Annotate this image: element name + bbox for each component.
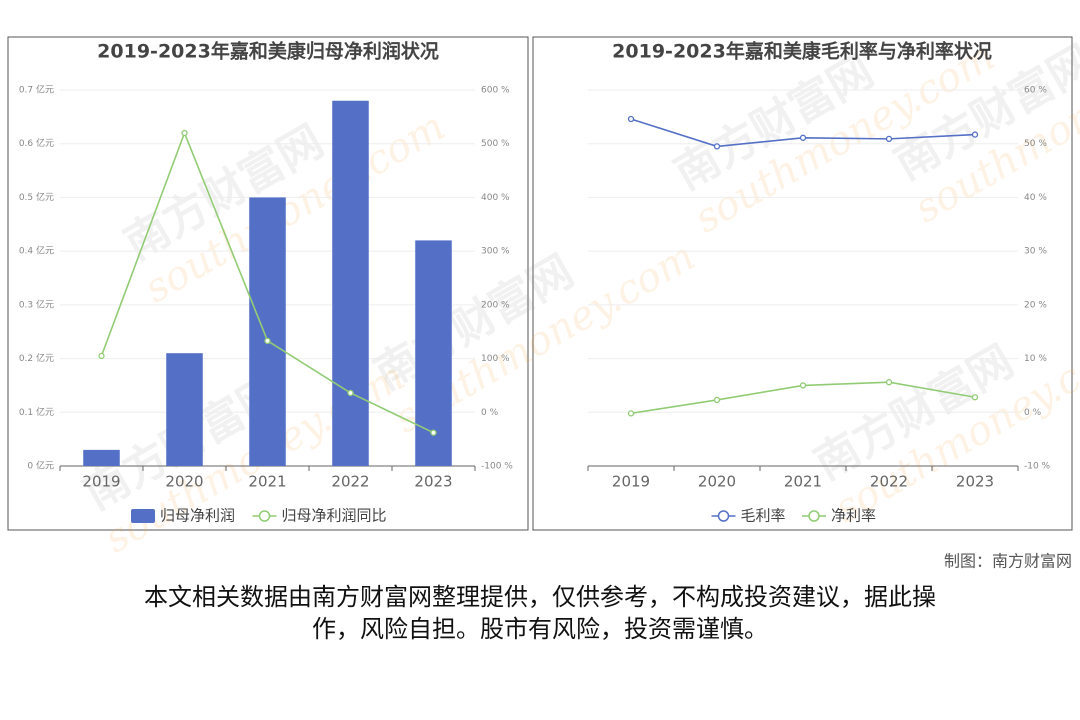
y-tick-label: 0.4 亿元 [19, 245, 54, 257]
x-tick-label: 2022 [331, 473, 369, 491]
point [98, 352, 105, 360]
y-tick-label: 50 % [1024, 139, 1047, 149]
point [799, 134, 807, 141]
y-tick-label: 20 % [1024, 300, 1047, 310]
panel-border [7, 36, 529, 531]
x-tick-label: 2020 [698, 473, 736, 491]
y-tick-label: 100 % [481, 354, 510, 364]
bar [83, 449, 120, 466]
legend-swatch [258, 510, 271, 522]
x-tick-label: 2021 [248, 473, 286, 491]
point [264, 337, 271, 344]
bar [332, 100, 369, 466]
x-tick-label: 2020 [165, 473, 203, 491]
x-tick-label: 2021 [784, 473, 822, 491]
point [713, 396, 721, 404]
bar [166, 353, 203, 466]
bar [415, 240, 452, 466]
x-tick-label: 2023 [956, 473, 994, 491]
legend-label: 归母净利润同比 [282, 507, 387, 525]
legend-label: 净利率 [831, 507, 876, 525]
legend-label: 毛利率 [741, 507, 786, 525]
bar [249, 197, 286, 466]
point [713, 143, 721, 150]
y-tick-label: 60 % [1024, 86, 1047, 96]
y-tick-label: -100 % [481, 462, 513, 472]
chart-title: 2019-2023年嘉和美康归母净利润状况 [97, 40, 439, 63]
source: 制图：南方财富网 [944, 552, 1072, 571]
y-tick-label: 400 % [481, 193, 510, 203]
legend-label: 归母净利润 [160, 507, 235, 525]
point [181, 129, 188, 137]
disclaimer: 作，风险自担。股市有风险，投资需谨慎。 [312, 615, 768, 643]
disclaimer: 本文相关数据由南方财富网整理提供，仅供参考，不构成投资建议，据此操 [144, 583, 936, 611]
y-tick-label: 0 亿元 [27, 460, 54, 472]
legend-swatch [808, 510, 820, 522]
point [971, 131, 979, 138]
x-tick-label: 2019 [612, 473, 650, 491]
chart-title: 2019-2023年嘉和美康毛利率与净利率状况 [612, 40, 992, 63]
y-tick-label: 0.3 亿元 [19, 298, 54, 310]
point [799, 382, 807, 389]
point [885, 379, 893, 386]
y-tick-label: 30 % [1024, 247, 1047, 257]
y-tick-label: 500 % [481, 139, 510, 149]
x-tick-label: 2019 [82, 473, 120, 491]
y-tick-label: 0.1 亿元 [19, 406, 54, 418]
panel-border [532, 36, 1073, 531]
x-tick-label: 2022 [870, 473, 908, 491]
x-tick-label: 2023 [414, 473, 452, 491]
point [347, 389, 354, 397]
point [627, 115, 635, 123]
point [971, 394, 979, 401]
y-tick-label: 0.2 亿元 [19, 352, 54, 364]
legend-swatch [131, 509, 155, 523]
legend-swatch [717, 510, 730, 522]
y-tick-label: 40 % [1024, 193, 1047, 203]
point [885, 135, 893, 143]
y-tick-label: 0 % [1024, 408, 1042, 418]
y-tick-label: 0 % [481, 408, 499, 418]
y-tick-label: 0.6 亿元 [19, 137, 54, 149]
y-tick-label: 0.5 亿元 [19, 191, 54, 203]
point [627, 410, 635, 417]
y-tick-label: 10 % [1024, 354, 1047, 364]
y-tick-label: -10 % [1024, 462, 1051, 472]
y-tick-label: 200 % [481, 300, 510, 310]
y-tick-label: 0.7 亿元 [19, 84, 54, 96]
point [430, 429, 437, 436]
y-tick-label: 300 % [481, 247, 510, 257]
y-tick-label: 600 % [481, 86, 510, 96]
